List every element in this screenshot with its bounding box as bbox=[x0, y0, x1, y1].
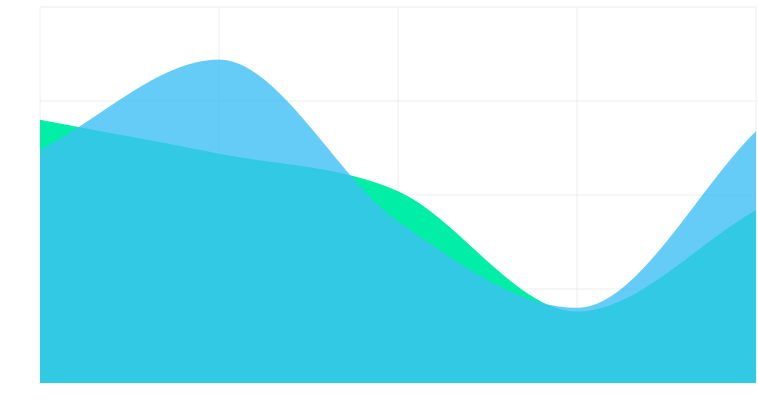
area-series-2 bbox=[40, 59, 756, 383]
chart-series bbox=[40, 59, 756, 384]
